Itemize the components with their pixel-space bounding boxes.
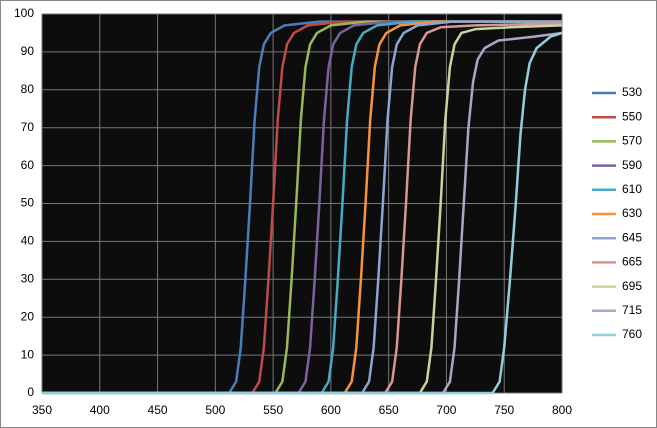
series-line	[42, 20, 562, 395]
series-line	[42, 20, 562, 395]
y-tick-label: 50	[21, 196, 35, 210]
y-tick-label: 60	[21, 158, 35, 172]
series-line	[42, 20, 562, 395]
x-tick-label: 550	[263, 403, 283, 417]
y-tick-label: 10	[21, 347, 35, 361]
x-tick-label: 500	[205, 403, 225, 417]
series-line	[42, 24, 563, 395]
series-line	[42, 31, 563, 395]
y-tick-label: 70	[21, 120, 35, 134]
y-tick-label: 40	[21, 234, 35, 248]
legend-label: 645	[622, 230, 642, 244]
y-tick-label: 0	[27, 385, 34, 399]
x-tick-label: 650	[379, 403, 399, 417]
legend-label: 570	[622, 134, 642, 148]
legend-label: 715	[622, 303, 642, 317]
x-tick-label: 350	[32, 403, 52, 417]
series-line	[42, 20, 562, 395]
series-line	[42, 22, 563, 395]
x-tick-label: 600	[321, 403, 341, 417]
x-tick-label: 800	[552, 403, 572, 417]
x-tick-label: 450	[148, 403, 168, 417]
y-tick-label: 100	[14, 6, 34, 20]
series-line	[42, 20, 562, 395]
legend-label: 630	[622, 206, 642, 220]
series-line	[42, 20, 562, 395]
legend-label: 530	[622, 85, 642, 99]
x-tick-label: 750	[494, 403, 514, 417]
series-line	[42, 31, 563, 395]
x-tick-label: 700	[436, 403, 456, 417]
legend-label: 760	[622, 327, 642, 341]
legend-label: 695	[622, 279, 642, 293]
y-tick-label: 90	[21, 44, 35, 58]
legend-label: 610	[622, 182, 642, 196]
legend-label: 665	[622, 255, 642, 269]
legend-label: 550	[622, 109, 642, 123]
series-line	[42, 20, 562, 395]
y-tick-label: 30	[21, 271, 35, 285]
x-tick-label: 400	[90, 403, 110, 417]
y-tick-label: 80	[21, 82, 35, 96]
legend-label: 590	[622, 158, 642, 172]
y-tick-label: 20	[21, 309, 35, 323]
